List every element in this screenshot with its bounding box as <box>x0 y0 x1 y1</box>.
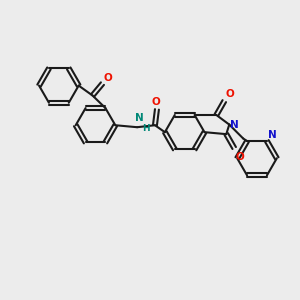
Text: O: O <box>152 98 160 107</box>
Text: O: O <box>235 152 244 162</box>
Text: O: O <box>225 89 234 99</box>
Text: N: N <box>135 113 144 123</box>
Text: N: N <box>230 120 239 130</box>
Text: H: H <box>142 124 150 133</box>
Text: O: O <box>103 73 112 82</box>
Text: N: N <box>268 130 277 140</box>
